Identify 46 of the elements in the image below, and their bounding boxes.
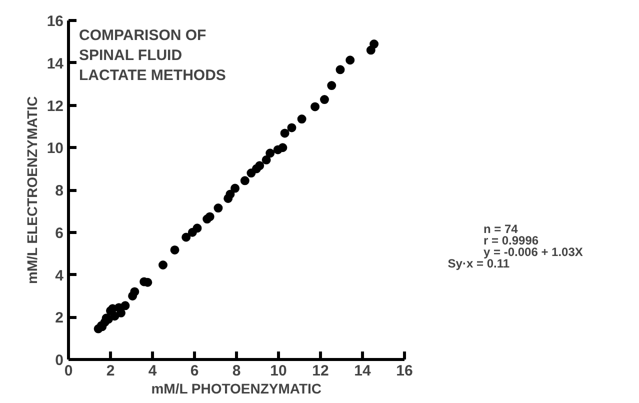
y-tick-label: 2 (55, 310, 64, 327)
x-axis-title: mM/L PHOTOENZYMATIC (151, 380, 322, 396)
point (158, 260, 168, 270)
point (366, 46, 376, 55)
text: r = 0.9996 (484, 234, 539, 248)
point (246, 168, 256, 178)
y-tick-label: 16 (46, 13, 64, 30)
point (280, 128, 290, 138)
x-tick-label: 6 (190, 362, 199, 380)
y-tick-label: 14 (46, 55, 64, 72)
point (214, 204, 223, 212)
x-tick-label: 8 (232, 362, 241, 380)
point (170, 245, 180, 254)
y-tick-label: 12 (46, 98, 64, 115)
y-tick-label: 10 (46, 140, 64, 158)
point (230, 184, 240, 193)
point (202, 214, 212, 224)
point (262, 155, 271, 164)
y-tick-label: 0 (55, 352, 64, 369)
point (128, 291, 138, 300)
point (297, 114, 306, 124)
text: y = -0.006 + 1.03X (484, 245, 583, 260)
x-tick-label: 10 (270, 362, 287, 380)
point (240, 176, 250, 186)
point (346, 56, 355, 65)
y-axis-title: mM/L ELECTROENZYMATIC (24, 96, 40, 284)
y-tick-label: 4 (55, 267, 64, 284)
x-tick-label: 16 (396, 362, 413, 380)
x-tick-label: 2 (106, 362, 115, 380)
text: n = 74 (484, 222, 518, 236)
point (273, 145, 282, 154)
point (327, 81, 336, 90)
x-tick-label: 12 (312, 362, 329, 380)
x-tick-label: 14 (354, 362, 372, 380)
y-tick-label: 6 (55, 224, 64, 242)
x-tick-label: 4 (148, 362, 158, 380)
point (287, 123, 296, 132)
point (320, 95, 329, 104)
point (336, 65, 345, 74)
point (266, 148, 275, 158)
y-tick-label: 8 (55, 182, 64, 200)
point (182, 232, 191, 242)
point (310, 102, 320, 112)
point (188, 228, 197, 237)
point (224, 194, 233, 203)
text: COMPARISON OF SPINAL FLUID LACTATE METHODS (79, 26, 226, 84)
